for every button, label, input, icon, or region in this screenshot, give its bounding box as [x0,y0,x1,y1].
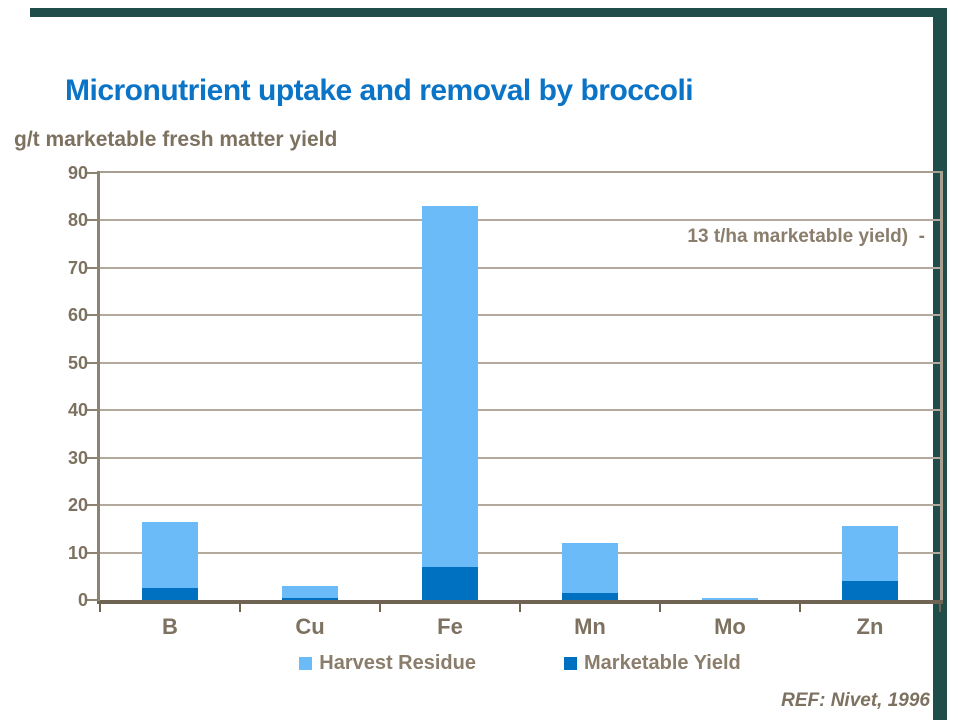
gridline-10 [100,551,940,554]
category-label-zn: Zn [856,614,884,639]
x-tick-2 [379,604,381,612]
bar-fe-marketable-yield [422,566,478,600]
category-label-mo: Mo [714,614,746,639]
gridline-30 [100,456,940,459]
plot-border-right [940,171,943,604]
y-axis-line [97,171,100,604]
gridline-60 [100,314,940,317]
category-label-b: B [162,614,178,639]
legend-swatch-icon [564,657,577,670]
y-tick-40 [87,409,100,412]
legend-swatch-icon [299,657,313,670]
y-tick-50 [87,361,100,364]
chart-title: Micronutrient uptake and removal by broc… [65,74,694,107]
chart-annotation: 13 t/ha marketable yield) - [687,226,925,247]
y-tick-10 [87,551,100,554]
bar-b-harvest-residue [142,521,198,589]
slide-top-border [30,8,947,17]
reference-citation: REF: Nivet, 1996 [781,690,930,711]
x-tick-1 [239,604,241,612]
bar-fe-harvest-residue [422,206,478,567]
y-tick-0 [87,599,100,601]
y-axis-label-40: 40 [67,400,88,421]
x-tick-0 [99,604,101,612]
gridline-40 [100,409,940,412]
chart-legend: Harvest Residue Marketable Yield [100,652,940,675]
category-label-fe: Fe [437,614,463,639]
gridline-70 [100,266,940,269]
x-axis-line [97,600,943,604]
y-tick-80 [87,219,100,222]
y-axis-label-0: 0 [77,590,88,610]
legend-item-marketable-yield: Marketable Yield [564,652,741,675]
y-axis-label-50: 50 [67,352,88,373]
gridline-80 [100,219,940,222]
y-axis-label-80: 80 [67,210,88,231]
legend-label: Marketable Yield [584,652,741,674]
bar-zn-harvest-residue [842,526,898,582]
bar-mn-marketable-yield [562,592,618,600]
y-tick-70 [87,266,100,269]
gridline-50 [100,361,940,364]
bar-mo-harvest-residue [702,597,758,600]
y-tick-30 [87,456,100,459]
bar-cu-marketable-yield [282,597,338,600]
y-axis-label-60: 60 [67,305,88,326]
bar-cu-harvest-residue [282,585,338,598]
y-axis-units-label: g/t marketable fresh matter yield [14,128,338,151]
y-axis-label-90: 90 [67,163,88,183]
gridline-20 [100,504,940,507]
y-tick-60 [87,314,100,317]
x-tick-5 [799,604,801,612]
category-label-mn: Mn [574,614,606,639]
x-tick-6 [939,604,941,612]
bar-zn-marketable-yield [842,581,898,600]
x-tick-4 [659,604,661,612]
y-axis-label-70: 70 [67,257,88,278]
y-axis-label-20: 20 [67,495,88,516]
plot-border-top [100,171,943,173]
x-tick-3 [519,604,521,612]
category-label-cu: Cu [295,614,325,639]
y-tick-20 [87,504,100,507]
chart-plot-area [87,171,943,612]
bar-b-marketable-yield [142,588,198,600]
y-axis-label-30: 30 [67,447,88,468]
bar-mn-harvest-residue [562,543,618,593]
y-axis-label-10: 10 [67,542,88,563]
y-tick-90 [87,172,100,174]
legend-item-harvest-residue: Harvest Residue [299,652,476,675]
legend-label: Harvest Residue [319,652,476,674]
